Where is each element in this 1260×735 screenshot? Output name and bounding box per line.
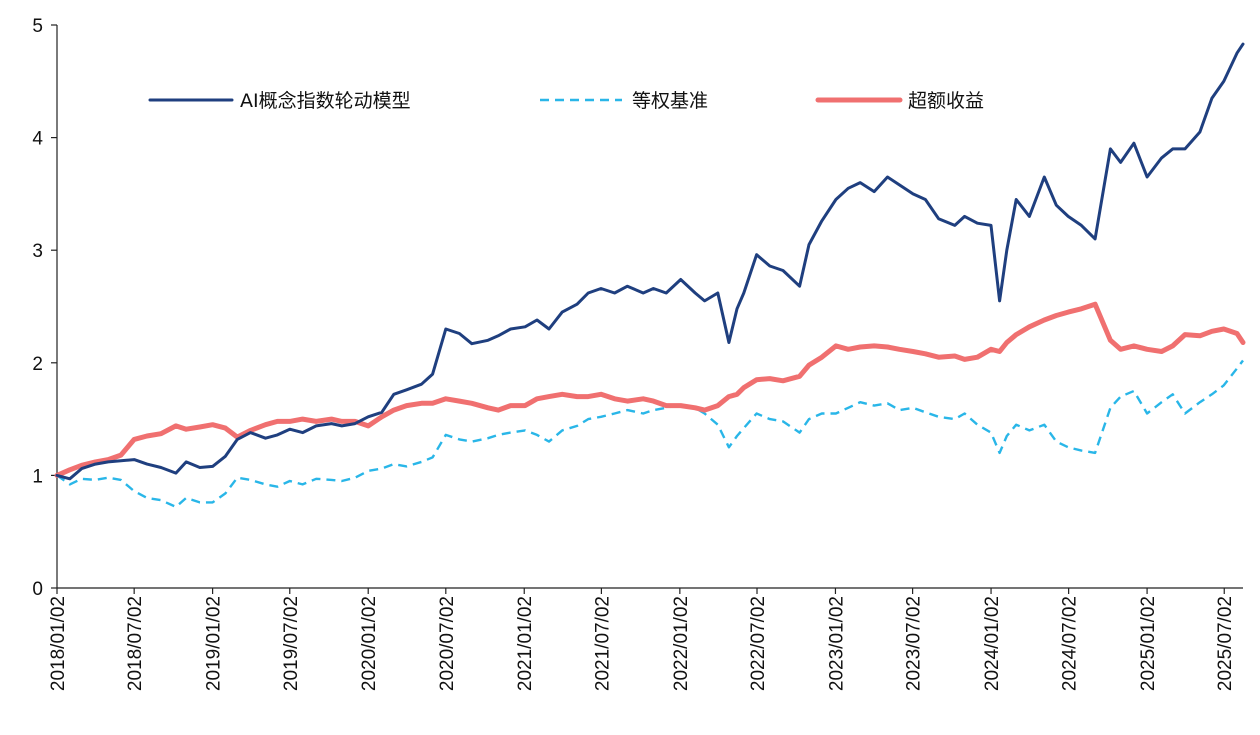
y-axis: 0 1 2 3 4 5 [32,16,58,600]
y-tick-label: 0 [32,579,43,600]
legend-item-2: 等权基准 [540,90,708,112]
legend: AI概念指数轮动模型 等权基准 超额收益 [148,89,984,112]
x-tick-label: 2019/01/02 [204,596,225,691]
x-tick-label: 2025/07/02 [1215,596,1236,691]
x-axis: 2018/01/02 2018/07/02 2019/01/02 2019/07/02… [48,587,1243,691]
x-tick-label: 2024/07/02 [1060,596,1081,691]
x-tick-label: 2021/01/02 [515,596,536,691]
legend-label: 等权基准 [632,90,708,112]
y-tick-label: 1 [32,466,43,487]
series-line-2 [56,359,1244,509]
y-tick-label: 2 [32,354,43,375]
series-line-3 [54,301,1246,478]
x-tick-label: 2022/01/02 [671,596,692,691]
legend-label: AI概念指数轮动模型 [240,89,411,112]
y-tick-label: 5 [32,16,43,37]
x-tick-label: 2022/07/02 [748,596,769,691]
x-tick-label: 2023/01/02 [826,596,847,691]
series-line-1 [55,42,1245,481]
x-tick-label: 2020/01/02 [359,596,380,691]
series-layer [54,42,1246,509]
y-tick-label: 3 [32,241,43,262]
x-tick-label: 2020/07/02 [437,596,458,691]
x-tick-label: 2025/01/02 [1138,596,1159,691]
x-tick-label: 2021/07/02 [592,596,613,691]
x-tick-label: 2023/07/02 [904,596,925,691]
x-tick-label: 2019/07/02 [281,596,302,691]
x-tick-label: 2018/07/02 [125,596,146,691]
y-tick-label: 4 [32,129,43,150]
x-tick-label: 2024/01/02 [982,596,1003,691]
legend-label: 超额收益 [908,90,984,112]
legend-item-1: AI概念指数轮动模型 [148,89,411,112]
x-tick-label: 2018/01/02 [48,596,69,691]
legend-item-3: 超额收益 [815,90,984,112]
